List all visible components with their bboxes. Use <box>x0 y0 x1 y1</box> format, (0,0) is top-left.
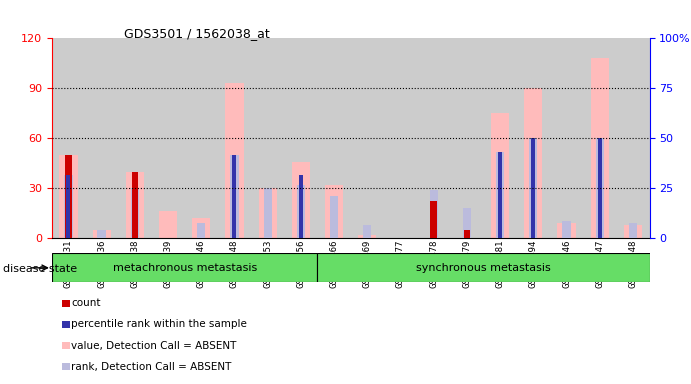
Bar <box>330 197 338 238</box>
Bar <box>417 38 451 238</box>
Bar <box>317 38 350 238</box>
Bar <box>66 175 70 238</box>
Bar <box>463 208 471 238</box>
Text: percentile rank within the sample: percentile rank within the sample <box>71 319 247 329</box>
Bar <box>524 88 542 238</box>
Bar <box>251 38 284 238</box>
Bar <box>299 175 303 238</box>
Bar <box>197 223 205 238</box>
Bar <box>225 83 244 238</box>
Text: disease state: disease state <box>3 264 77 274</box>
Bar <box>562 222 571 238</box>
Bar <box>629 223 637 238</box>
Bar <box>131 172 138 238</box>
Text: rank, Detection Call = ABSENT: rank, Detection Call = ABSENT <box>71 362 231 372</box>
Bar <box>598 138 602 238</box>
Bar <box>517 38 550 238</box>
Bar <box>384 38 417 238</box>
Bar <box>498 152 502 238</box>
Bar <box>596 138 604 238</box>
Text: GDS3501 / 1562038_at: GDS3501 / 1562038_at <box>124 27 270 40</box>
Bar <box>64 175 73 238</box>
Bar <box>491 113 509 238</box>
Bar <box>464 230 470 238</box>
Bar <box>558 223 576 238</box>
Bar <box>192 218 210 238</box>
Text: value, Detection Call = ABSENT: value, Detection Call = ABSENT <box>71 341 236 351</box>
Bar <box>284 38 317 238</box>
Bar <box>126 172 144 238</box>
Bar <box>496 152 504 238</box>
Bar <box>583 38 616 238</box>
Text: metachronous metastasis: metachronous metastasis <box>113 263 257 273</box>
Bar <box>258 188 277 238</box>
Bar <box>350 38 384 238</box>
Text: synchronous metastasis: synchronous metastasis <box>416 263 551 273</box>
Bar <box>159 212 177 238</box>
Bar <box>451 38 484 238</box>
Bar <box>59 155 77 238</box>
Bar <box>325 185 343 238</box>
Bar <box>529 138 538 238</box>
Bar <box>263 188 272 238</box>
Bar <box>550 38 583 238</box>
Text: count: count <box>71 298 100 308</box>
Bar <box>292 162 310 238</box>
Bar <box>93 230 111 238</box>
Bar <box>591 58 609 238</box>
Bar <box>97 230 106 238</box>
Bar <box>358 235 377 238</box>
Bar <box>317 253 650 282</box>
Bar <box>52 253 317 282</box>
Bar <box>230 155 238 238</box>
Bar <box>624 225 642 238</box>
Bar <box>616 38 650 238</box>
Bar <box>118 38 151 238</box>
Bar <box>232 155 236 238</box>
Bar <box>296 185 305 238</box>
Bar <box>65 155 72 238</box>
Bar <box>131 188 139 238</box>
Bar <box>218 38 251 238</box>
Bar <box>151 38 184 238</box>
Bar <box>531 138 536 238</box>
Bar <box>430 202 437 238</box>
Bar <box>85 38 118 238</box>
Bar <box>430 190 438 238</box>
Bar <box>184 38 218 238</box>
Bar <box>363 225 372 238</box>
Bar <box>52 38 85 238</box>
Bar <box>484 38 517 238</box>
